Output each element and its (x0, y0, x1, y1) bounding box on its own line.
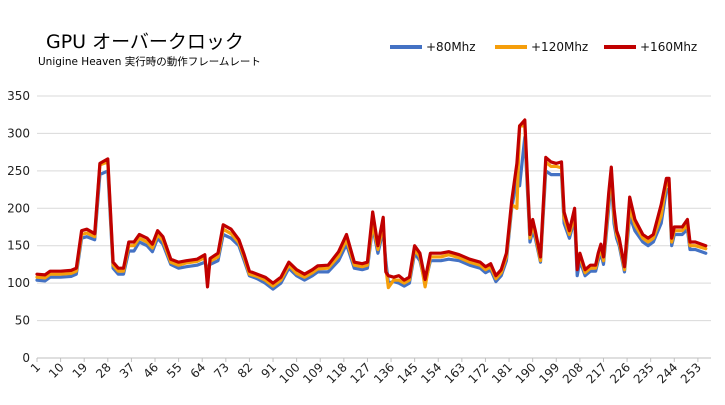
x-tick-label: 64 (188, 360, 209, 381)
y-axis-ticks: 0 50 100 150 200 250 300 350 (7, 89, 30, 365)
y-tick-label: 200 (7, 201, 30, 215)
x-tick-label: 10 (46, 360, 67, 381)
chart-title: GPU オーバークロック (46, 31, 244, 53)
x-tick-label: 55 (164, 360, 185, 381)
series-lines (35, 118, 708, 291)
y-tick-label: 250 (7, 164, 30, 178)
x-tick-label: 217 (583, 360, 609, 386)
y-tick-label: 50 (15, 314, 30, 328)
y-tick-label: 100 (7, 276, 30, 290)
x-tick-label: 91 (258, 360, 279, 381)
legend-label-1: +80Mhz (426, 40, 476, 54)
y-tick-label: 350 (7, 89, 30, 103)
x-tick-label: 1 (28, 360, 43, 375)
x-tick-label: 253 (678, 360, 704, 386)
chart-subtitle: Unigine Heaven 実行時の動作フレームレート (38, 55, 261, 68)
x-tick-label: 235 (631, 360, 657, 386)
x-tick-label: 154 (418, 360, 444, 386)
x-tick-label: 82 (235, 360, 256, 381)
legend-label-3: +160Mhz (640, 40, 697, 54)
series-line-3 (35, 118, 708, 289)
x-tick-label: 226 (607, 360, 633, 386)
legend-label-2: +120Mhz (531, 40, 588, 54)
legend: +80Mhz +120Mhz +160Mhz (390, 40, 697, 54)
x-tick-label: 136 (371, 360, 397, 386)
x-tick-label: 199 (536, 360, 562, 386)
x-tick-label: 109 (300, 360, 326, 386)
x-tick-label: 19 (70, 360, 91, 381)
y-tick-label: 300 (7, 126, 30, 140)
y-tick-label: 0 (22, 351, 30, 365)
x-tick-label: 46 (140, 360, 161, 381)
series-line-2 (35, 124, 708, 290)
x-tick-label: 244 (654, 360, 680, 386)
x-tick-label: 37 (117, 360, 138, 381)
x-tick-label: 100 (277, 360, 303, 386)
x-tick-label: 172 (465, 360, 491, 386)
y-tick-label: 150 (7, 239, 30, 253)
x-tick-label: 28 (93, 360, 114, 381)
x-tick-label: 190 (513, 360, 539, 386)
x-tick-label: 181 (489, 360, 515, 386)
x-tick-label: 127 (347, 360, 373, 386)
x-axis-ticks: 1 10 19 28 37 46 55 64 73 82 911001091181271361451… (28, 358, 704, 386)
x-tick-label: 73 (211, 360, 232, 381)
x-tick-label: 145 (395, 360, 421, 386)
x-tick-label: 163 (442, 360, 468, 386)
x-tick-label: 118 (324, 360, 350, 386)
x-tick-label: 208 (560, 360, 586, 386)
